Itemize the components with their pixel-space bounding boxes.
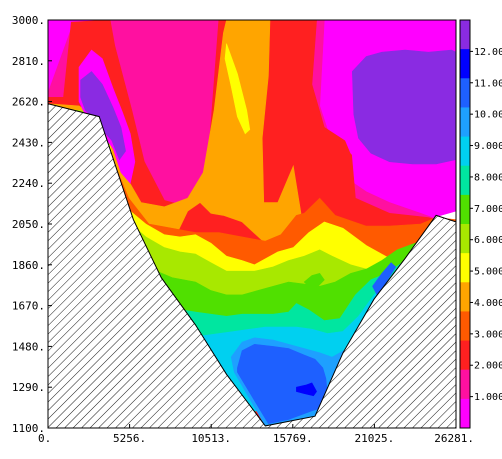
y-axis: 3000. 2810. 2620. 2430. 2240. 2050. 1860. 1670.… (12, 14, 52, 435)
y-tick-label: 1100. (12, 422, 45, 435)
contour-band-17 (80, 71, 126, 161)
colorbar-swatch (460, 49, 470, 79)
colorbar-swatch (460, 136, 470, 167)
colorbar-label: 2.000 (474, 361, 502, 372)
colorbar-label: 8.000 (474, 172, 502, 183)
colorbar-swatch (460, 253, 470, 283)
contour-band-11 (237, 343, 328, 425)
colorbar-swatch (460, 369, 470, 400)
y-tick-label: 2240. (12, 177, 45, 190)
x-tick-label: 26281. (434, 432, 474, 445)
y-tick-label: 1670. (12, 300, 45, 313)
seafloor-hatch (48, 103, 456, 428)
colorbar-swatch (460, 194, 470, 225)
colorbar-swatch (460, 282, 470, 312)
y-tick-label: 2050. (12, 218, 45, 231)
y-tick-label: 2810. (12, 55, 45, 68)
colorbar-label: 3.000 (474, 329, 502, 340)
x-tick-label: 10513. (191, 432, 231, 445)
y-tick-label: 2620. (12, 96, 45, 109)
colorbar-swatch (460, 20, 470, 50)
colorbar-label: 7.000 (474, 204, 502, 215)
contour-band-15 (224, 43, 251, 135)
colorbar-swatch (460, 165, 470, 196)
colorbar-label: 6.000 (474, 235, 502, 246)
colorbar-label: 10.00 (474, 110, 502, 121)
x-axis: 0. 5256. 10513. 15769. 21025. 26281. (38, 424, 474, 445)
x-tick-label: 15769. (273, 432, 313, 445)
colorbar-swatch (460, 311, 470, 342)
colorbar-swatch (460, 107, 470, 138)
contour-band-19 (351, 49, 456, 165)
colorbar-label: 12.00 (474, 47, 502, 58)
contour-band-12 (296, 382, 317, 397)
colorbar-swatch (460, 398, 470, 429)
colorbar-swatch (460, 78, 470, 108)
colorbar-label: 11.00 (474, 78, 502, 89)
x-tick-label: 0. (38, 432, 51, 445)
colorbar-label: 5.000 (474, 267, 502, 278)
x-tick-label: 21025. (355, 432, 395, 445)
colorbar: 12.00 11.00 10.00 9.000 8.000 7.000 6.000 5.000… (459, 19, 502, 429)
y-tick-label: 1290. (12, 381, 45, 394)
y-tick-label: 3000. (12, 14, 45, 27)
x-tick-label: 5256. (113, 432, 146, 445)
contour-band-14 (303, 273, 325, 287)
colorbar-label: 9.000 (474, 141, 502, 152)
colorbar-frame (459, 19, 471, 429)
y-tick-label: 2430. (12, 136, 45, 149)
colorbar-label: 1.000 (474, 392, 502, 403)
colorbar-label: 4.000 (474, 298, 502, 309)
y-tick-label: 1480. (12, 340, 45, 353)
y-tick-label: 1860. (12, 259, 45, 272)
colorbar-swatch (460, 340, 470, 371)
colorbar-swatch (460, 224, 470, 254)
